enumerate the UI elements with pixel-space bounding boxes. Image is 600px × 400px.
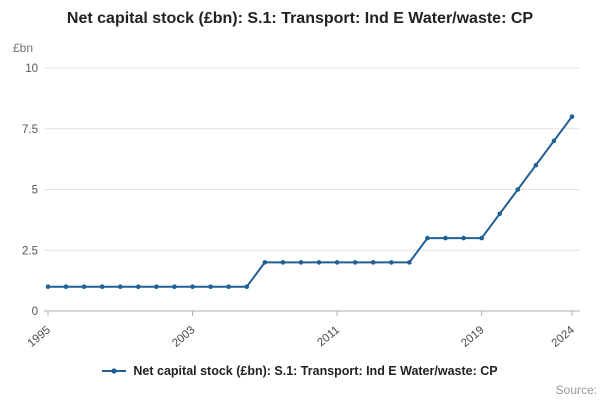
data-point[interactable] [63,284,69,289]
data-point[interactable] [497,211,503,217]
x-tick-label: 2024 [550,324,578,350]
data-point[interactable] [244,284,250,289]
data-line [48,116,573,288]
data-point[interactable] [117,284,123,289]
data-point[interactable] [479,235,484,241]
data-point[interactable] [172,284,177,289]
data-point[interactable] [99,284,105,289]
data-point[interactable] [334,260,340,265]
data-point[interactable] [316,260,322,265]
y-tick-label: 10 [25,63,38,75]
line-chart: 0 2.5 5 7.5 10 1995 2003 2011 2019 2024 [22,63,580,350]
data-point[interactable] [45,284,51,289]
data-point[interactable] [407,260,412,265]
data-point[interactable] [190,284,195,289]
y-tick-label: 5 [32,185,38,197]
y-tick-label: 7.5 [22,124,38,136]
data-point[interactable] [425,235,430,241]
data-point[interactable] [262,260,268,265]
data-point[interactable] [81,284,87,289]
legend[interactable]: Net capital stock (£bn): S.1: Transport:… [0,364,600,378]
data-point[interactable] [298,260,304,265]
data-point[interactable] [389,260,394,265]
x-tick-label: 2011 [315,324,342,349]
data-point[interactable] [569,114,575,119]
data-point[interactable] [208,284,213,289]
legend-line-marker-icon [102,366,127,376]
data-point[interactable] [551,138,557,144]
data-point[interactable] [154,284,159,289]
y-tick-label: 0 [32,306,38,318]
x-tick-label: 1995 [26,324,53,350]
chart-title: Net capital stock (£bn): S.1: Transport:… [66,10,534,27]
x-tick-label: 2019 [459,324,486,350]
legend-label: Net capital stock (£bn): S.1: Transport:… [133,364,498,378]
data-point[interactable] [226,284,231,289]
data-point[interactable] [443,235,448,241]
x-tick-label: 2003 [170,324,197,350]
data-point[interactable] [533,162,539,168]
source-text: Source: [555,383,597,397]
data-point[interactable] [515,187,521,192]
y-tick-label: 2.5 [22,245,38,257]
data-point[interactable] [352,260,358,265]
data-point[interactable] [461,235,466,241]
data-point[interactable] [370,260,376,265]
data-point[interactable] [280,260,286,265]
data-point[interactable] [136,284,141,289]
y-axis-unit-label: £bn [13,41,34,55]
